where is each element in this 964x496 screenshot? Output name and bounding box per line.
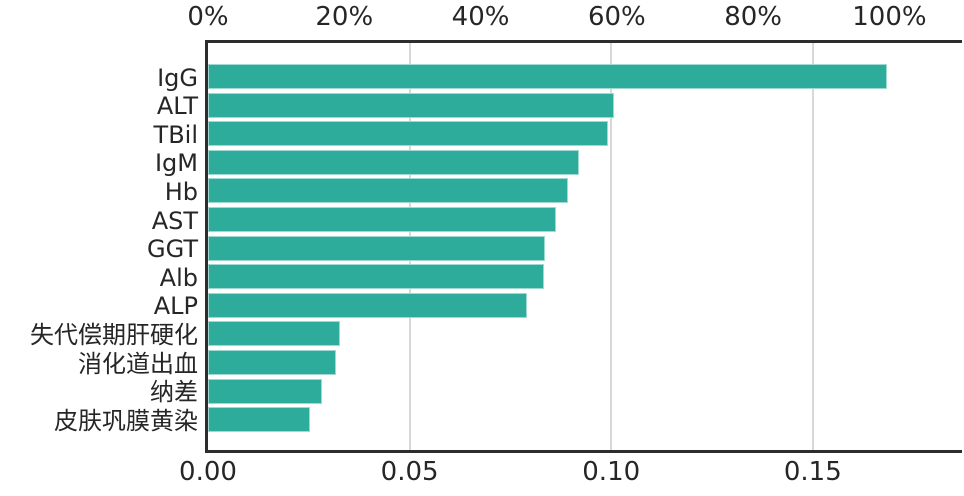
bar-ALP (208, 292, 528, 318)
category-label: TBil (153, 120, 198, 149)
bar-皮肤巩膜黄染 (208, 407, 310, 433)
top-axis-tick-label: 0% (187, 2, 229, 32)
category-label: Hb (164, 177, 198, 206)
bottom-axis-tick-label: 0.00 (179, 457, 237, 487)
bar-纳差 (208, 378, 322, 404)
bar-消化道出血 (208, 350, 336, 375)
category-label: IgG (157, 63, 198, 92)
category-label: 纳差 (150, 378, 198, 407)
top-axis-tick-label: 100% (852, 2, 927, 32)
top-axis-tick-label: 20% (315, 2, 374, 32)
bottom-axis-tick-label: 0.10 (582, 457, 641, 487)
top-percent-axis: 0% 20% 40% 60% 80% 100% (187, 0, 962, 38)
bottom-value-axis: 0.00 0.05 0.10 0.15 (179, 456, 962, 496)
bars-layer (208, 43, 962, 450)
category-label: IgM (154, 149, 198, 178)
bottom-axis-tick-label: 0.05 (380, 457, 439, 487)
top-axis-tick-label: 80% (724, 2, 783, 32)
bar-GGT (208, 235, 546, 261)
category-label: Alb (159, 263, 198, 292)
category-label: GGT (147, 235, 198, 264)
bar-IgG (208, 64, 888, 89)
bar-IgM (208, 149, 580, 175)
bar-AST (208, 207, 556, 232)
top-axis-tick-label: 60% (587, 2, 646, 32)
category-label: AST (151, 206, 198, 235)
category-axis-labels: IgG ALT TBil IgM Hb AST GGT Alb ALP 失代偿期肝硬化 消化道出血纳… (0, 43, 198, 450)
category-label: 失代偿期肝硬化 (30, 320, 198, 349)
category-label: ALP (153, 292, 198, 321)
bar-Hb (208, 178, 569, 204)
gridline (811, 43, 814, 450)
top-axis-tick-label: 40% (451, 2, 510, 32)
bottom-axis-tick-label: 0.15 (783, 457, 842, 487)
bar-ALT (208, 92, 615, 118)
category-label: 皮肤巩膜黄染 (54, 406, 198, 435)
category-label: 消化道出血 (78, 349, 198, 378)
bar-Alb (208, 264, 544, 290)
bar-TBil (208, 121, 609, 147)
bar-失代偿期肝硬化 (208, 321, 340, 347)
plot-area (205, 40, 962, 453)
gridline (610, 43, 613, 450)
category-label: ALT (156, 92, 198, 121)
